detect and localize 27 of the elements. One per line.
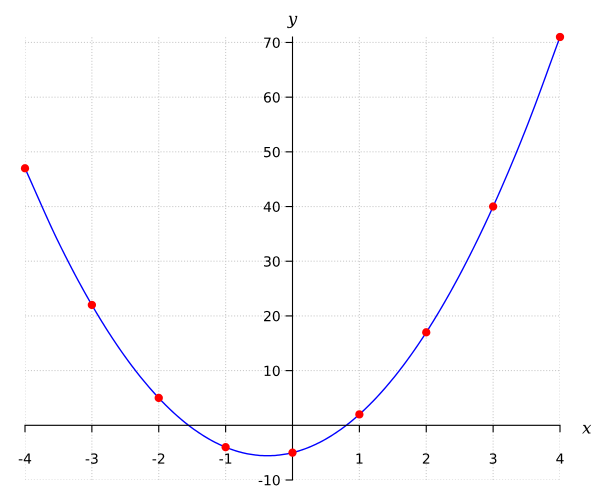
point xyxy=(556,32,564,42)
y-tick-label: 20 xyxy=(264,310,280,322)
y-tick-label: 70 xyxy=(264,37,280,48)
point xyxy=(288,448,297,457)
point xyxy=(355,410,364,419)
y-tick-label: 10 xyxy=(264,366,280,376)
y-tick-label: -10 xyxy=(258,474,280,486)
point xyxy=(422,328,430,336)
y-axis-title: y xyxy=(287,16,298,28)
y-tick-label: 50 xyxy=(264,146,280,158)
point xyxy=(221,443,230,452)
x-tick-label: 2 xyxy=(422,453,430,464)
x-tick-label: 1 xyxy=(356,454,363,464)
x-axis-title: x xyxy=(582,424,592,434)
y-tick-label: 60 xyxy=(264,92,280,103)
x-tick-label: -1 xyxy=(219,454,232,464)
point xyxy=(88,300,96,310)
point xyxy=(488,202,498,211)
x-tick-label: 3 xyxy=(490,453,496,464)
x-tick-label: -4 xyxy=(18,454,32,464)
x-tick-label: -2 xyxy=(152,453,164,464)
y-tick-label: 30 xyxy=(264,256,280,267)
point xyxy=(154,394,163,402)
y-tick-label: 40 xyxy=(264,202,280,212)
x-tick-label: 4 xyxy=(556,454,564,464)
point xyxy=(20,164,30,172)
x-tick-label: -3 xyxy=(86,453,98,464)
